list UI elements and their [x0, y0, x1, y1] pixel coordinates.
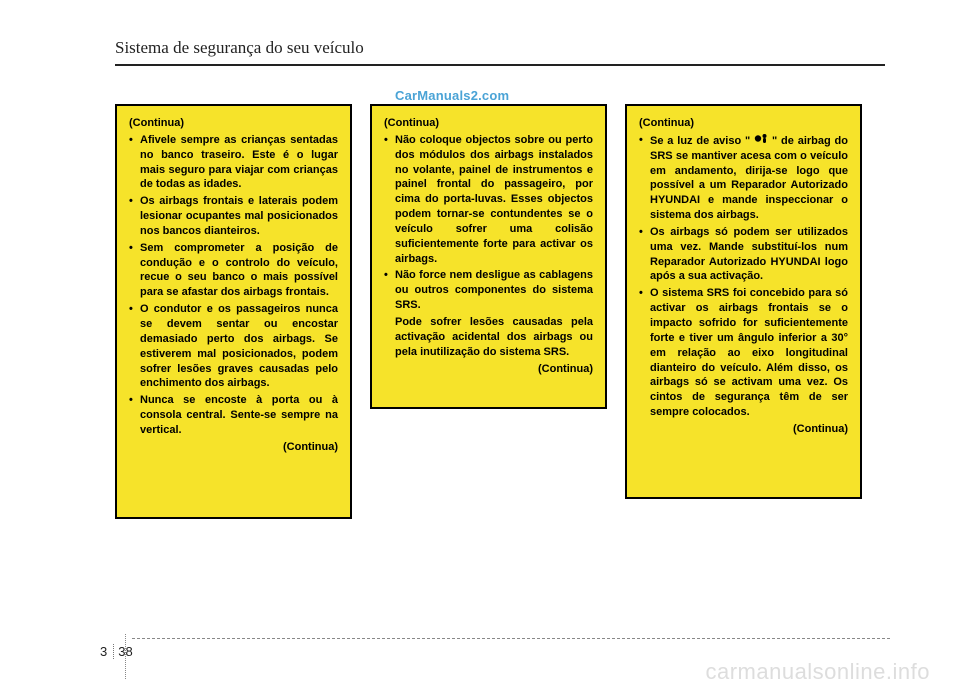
header-rule: [115, 64, 885, 66]
list-item: O sistema SRS foi concebido para só acti…: [639, 286, 848, 420]
list-item: Não coloque objectos sobre ou perto dos …: [384, 133, 593, 267]
page-number: 3 38: [100, 644, 133, 659]
item-text-pre: Se a luz de aviso ": [650, 135, 754, 147]
list-item-airbag-light: Se a luz de aviso " " de airbag do SRS s…: [639, 133, 848, 223]
list-item: Os airbags só podem ser utilizados uma v…: [639, 225, 848, 284]
warning-columns: (Continua) Afivele sempre as crianças se…: [115, 104, 862, 519]
warning-list-3: Se a luz de aviso " " de airbag do SRS s…: [639, 133, 848, 420]
footer-dashed-line: [132, 638, 890, 639]
watermark-top: CarManuals2.com: [395, 88, 509, 103]
warning-box-1: (Continua) Afivele sempre as crianças se…: [115, 104, 352, 519]
continua-top: (Continua): [639, 116, 848, 131]
continua-bottom: (Continua): [639, 422, 848, 437]
continua-bottom: (Continua): [384, 362, 593, 377]
list-item: Sem comprometer a posição de condução e …: [129, 241, 338, 300]
list-item: Não force nem desligue as cablagens ou o…: [384, 268, 593, 313]
airbag-warning-icon: [754, 133, 768, 149]
watermark-bottom: carmanualsonline.info: [705, 659, 930, 685]
warning-list-2: Não coloque objectos sobre ou perto dos …: [384, 133, 593, 313]
header-title: Sistema de segurança do seu veículo: [115, 38, 885, 62]
item-text-post: " de airbag do SRS se mantiver acesa com…: [650, 135, 848, 221]
page-num: 38: [118, 644, 132, 659]
warning-box-2: (Continua) Não coloque objectos sobre ou…: [370, 104, 607, 409]
continua-bottom: (Continua): [129, 440, 338, 455]
list-item: Afivele sempre as crianças sentadas no b…: [129, 133, 338, 192]
list-subtext: Pode sofrer lesões causadas pela activaç…: [384, 315, 593, 360]
manual-page: Sistema de segurança do seu veículo CarM…: [0, 0, 960, 689]
list-item: Nunca se encoste à porta ou à consola ce…: [129, 393, 338, 438]
warning-box-3: (Continua) Se a luz de aviso " " de airb…: [625, 104, 862, 499]
list-item: O condutor e os passageiros nunca se dev…: [129, 302, 338, 391]
continua-top: (Continua): [384, 116, 593, 131]
list-item: Os airbags frontais e laterais podem les…: [129, 194, 338, 239]
continua-top: (Continua): [129, 116, 338, 131]
warning-list-1: Afivele sempre as crianças sentadas no b…: [129, 133, 338, 438]
section-number: 3: [100, 644, 114, 659]
page-header: Sistema de segurança do seu veículo: [115, 38, 885, 66]
